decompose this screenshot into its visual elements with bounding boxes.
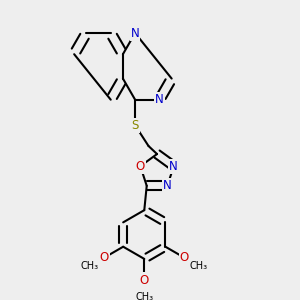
- Text: CH₃: CH₃: [81, 261, 99, 271]
- Text: O: O: [140, 274, 149, 287]
- Text: N: N: [163, 179, 172, 192]
- Text: S: S: [131, 119, 139, 132]
- Text: O: O: [100, 251, 109, 264]
- Text: N: N: [169, 160, 178, 173]
- Text: O: O: [136, 160, 145, 173]
- Text: CH₃: CH₃: [135, 292, 153, 300]
- Text: N: N: [131, 27, 140, 40]
- Text: O: O: [180, 251, 189, 264]
- Text: N: N: [155, 93, 164, 106]
- Text: CH₃: CH₃: [190, 261, 208, 271]
